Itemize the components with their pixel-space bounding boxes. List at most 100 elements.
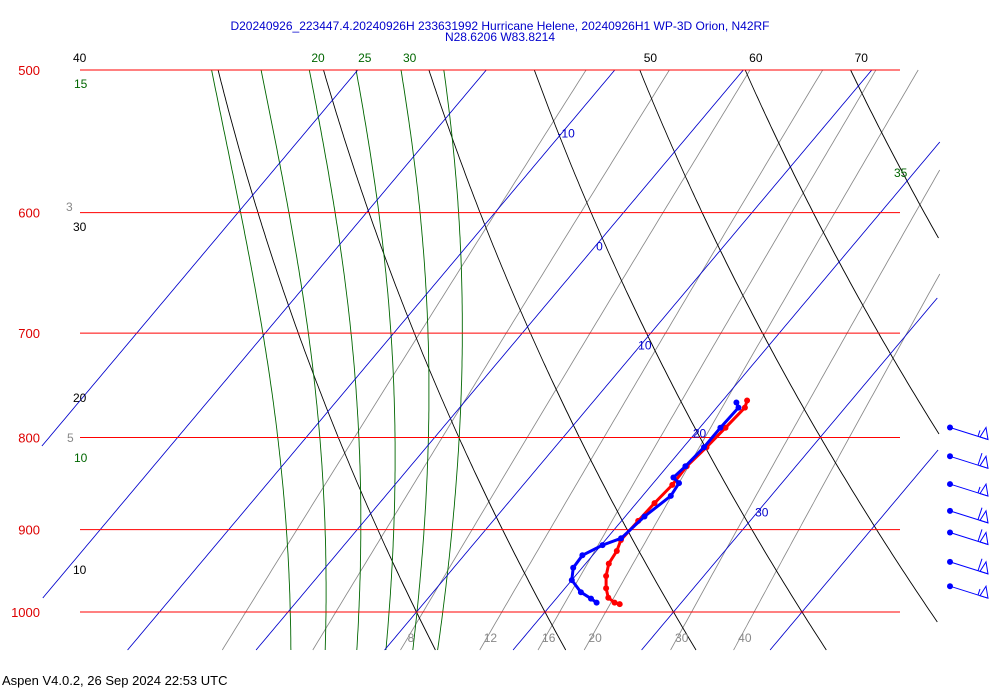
dewpoint-profile-point — [593, 599, 600, 606]
mixing-ratio-label: 40 — [738, 631, 752, 645]
isotherm-label: 20 — [693, 427, 707, 441]
dry-adiabat-label: 40 — [73, 51, 87, 65]
dewpoint-profile-point — [735, 404, 742, 411]
dewpoint-profile-point — [667, 492, 674, 499]
mixing-ratio-label: 3 — [66, 200, 73, 214]
mixing-ratio-line — [479, 69, 824, 651]
footer-version: Aspen V4.0.2, 26 Sep 2024 22:53 UTC — [2, 673, 228, 688]
dewpoint-profile-point — [579, 552, 586, 559]
mixing-ratio-label: 30 — [675, 631, 689, 645]
wind-barb-pennant — [979, 584, 989, 599]
pressure-tick-label: 700 — [18, 326, 40, 341]
wind-barb — [947, 452, 989, 470]
dry-adiabat-label: 20 — [73, 391, 87, 405]
isotherm-lines — [41, 69, 941, 651]
wind-barb — [947, 481, 989, 497]
isotherm-line — [641, 297, 938, 651]
dewpoint-profile-point — [588, 595, 594, 602]
dewpoint-profile-point — [568, 577, 575, 584]
mixing-ratio-line — [221, 69, 587, 651]
moist-adiabat-line — [260, 69, 327, 651]
mixing-ratio-lines — [221, 69, 941, 651]
moist-adiabat-lines — [211, 69, 463, 651]
wind-barb-flag — [977, 507, 983, 520]
moist-adiabat-label: 35 — [894, 166, 908, 180]
dewpoint-profile-point — [670, 474, 677, 481]
dry-adiabat-label: 60 — [749, 51, 763, 65]
dewpoint-profile-point — [682, 463, 689, 470]
temperature-profile-point — [722, 424, 729, 431]
wind-barb-flag — [977, 529, 983, 542]
isotherm-line — [41, 69, 359, 447]
mixing-ratio-label: 20 — [588, 631, 602, 645]
temperature-profile-point — [613, 548, 620, 554]
wind-barb — [947, 558, 989, 575]
dry-adiabat-line — [217, 69, 436, 651]
isotherm-line — [42, 69, 487, 599]
mixing-ratio-line — [670, 169, 941, 651]
wind-barb-pennant — [979, 426, 989, 441]
dewpoint-profile-point — [733, 399, 740, 406]
dewpoint-profile-point — [599, 542, 606, 549]
wind-barb-pennant — [979, 454, 989, 470]
chart-title-line-2: N28.6206 W83.8214 — [444, 30, 556, 44]
isobar-lines — [80, 69, 900, 613]
wind-barb-pennant — [979, 531, 989, 546]
temperature-profile-point — [603, 573, 610, 579]
temperature-profile-point — [744, 397, 751, 404]
isotherm-line — [512, 141, 941, 651]
wind-barbs — [947, 424, 989, 599]
isotherm-line — [255, 69, 744, 651]
moist-adiabat-label: 15 — [74, 77, 88, 91]
moist-adiabat-line — [211, 69, 292, 651]
mixing-ratio-label: 8 — [408, 631, 415, 645]
moist-adiabat-line — [355, 69, 396, 651]
mixing-ratio-label: 5 — [67, 431, 74, 445]
dewpoint-profile-point — [717, 424, 724, 431]
dry-adiabat-label: 30 — [73, 220, 87, 234]
mixing-ratio-line — [400, 69, 751, 651]
wind-barb-pennant — [979, 482, 989, 497]
dewpoint-profile-point — [618, 535, 625, 542]
isotherm-line — [384, 69, 873, 651]
temperature-profile-point — [611, 599, 618, 606]
mixing-ratio-line — [583, 69, 919, 651]
dry-adiabat-line — [533, 69, 827, 651]
moist-adiabat-label: 25 — [358, 51, 372, 65]
mixing-ratio-line — [537, 69, 877, 651]
pressure-tick-label: 600 — [18, 206, 40, 221]
dry-adiabat-line — [744, 69, 940, 435]
moist-adiabat-label: 20 — [311, 51, 325, 65]
wind-barb-half-flag — [977, 486, 981, 494]
isotherm-label: -10 — [558, 126, 576, 140]
dry-adiabat-line — [428, 69, 697, 651]
dewpoint-profile-point — [577, 589, 584, 596]
pressure-tick-label: 1000 — [11, 605, 40, 620]
wind-barb-half-flag — [977, 588, 981, 596]
mixing-ratio-line — [733, 273, 941, 651]
moist-adiabat-label: 10 — [74, 451, 88, 465]
wind-barb — [947, 583, 989, 599]
isotherm-label: 10 — [638, 339, 652, 353]
dewpoint-profile-point — [641, 513, 648, 520]
mixing-ratio-label: 12 — [484, 631, 498, 645]
pressure-tick-label: 800 — [18, 431, 40, 446]
temperature-profile-point — [741, 404, 748, 411]
isotherm-label: 0 — [596, 240, 603, 254]
dry-adiabat-label: 50 — [644, 51, 658, 65]
wind-barb — [947, 529, 989, 546]
dewpoint-profile-point — [570, 564, 577, 571]
pressure-tick-label: 900 — [18, 523, 40, 538]
isotherm-label: 30 — [755, 505, 769, 519]
moist-adiabat-line — [308, 69, 362, 651]
dry-adiabat-label: 10 — [73, 563, 87, 577]
chart-title-line-1: D20240926_223447.4.20240926H 233631992 H… — [230, 19, 770, 33]
isotherm-line — [769, 449, 939, 651]
wind-barb-pennant — [979, 509, 989, 524]
wind-barb-flag — [977, 558, 983, 571]
dry-adiabat-line — [323, 69, 567, 651]
wind-barb — [947, 507, 989, 524]
wind-barb-flag — [977, 452, 983, 466]
dewpoint-profile-point — [701, 444, 707, 451]
